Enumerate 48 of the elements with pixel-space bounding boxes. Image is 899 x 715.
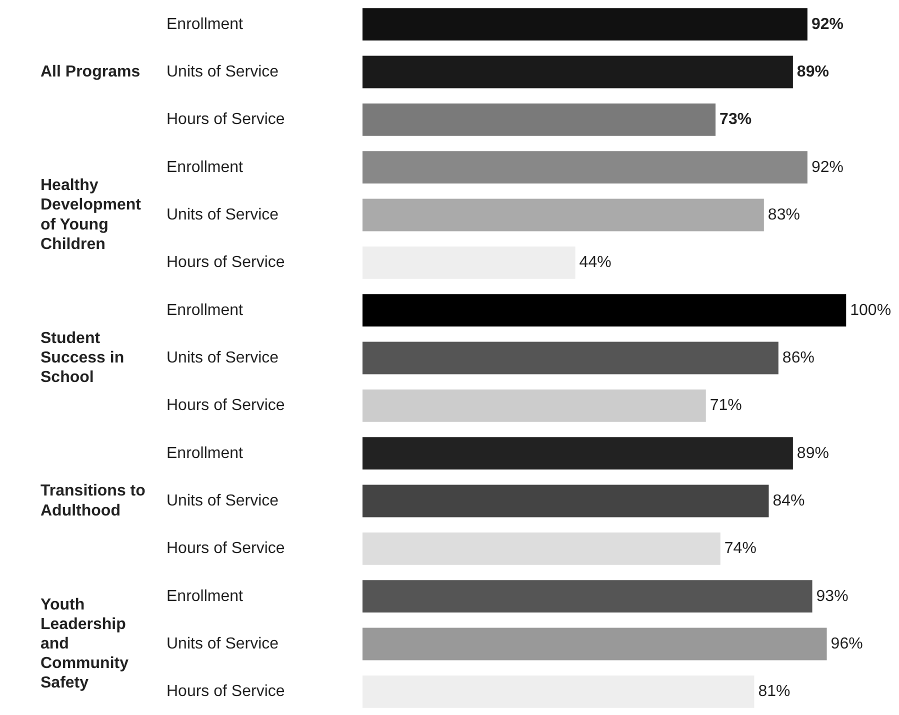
y-tick-label: Enrollment: [166, 158, 244, 176]
data-label: 84%: [772, 492, 805, 510]
data-label: 89%: [796, 64, 829, 80]
y-tick-label: Units of Service: [166, 206, 279, 224]
y-tick-label: Hours of Service: [166, 540, 285, 558]
bar: [362, 580, 812, 613]
data-label: 100%: [850, 302, 892, 319]
data-label: 73%: [720, 111, 752, 128]
bar: [362, 56, 793, 88]
text: Healthy Development of Young Children: [40, 177, 142, 253]
y-tick-label: Hours of Service: [166, 683, 285, 700]
y-tick-label: Units of Service: [166, 350, 279, 366]
text: All Programs: [40, 64, 140, 80]
bar: [362, 103, 716, 136]
bar: [362, 532, 720, 565]
data-label: 71%: [710, 397, 742, 414]
bar: [362, 437, 793, 470]
bar: [362, 342, 778, 374]
y-tick-label: Units of Service: [166, 636, 279, 652]
bar: [362, 8, 808, 41]
bar: [362, 389, 706, 422]
y-tick-label: Hours of Service: [166, 111, 285, 128]
bar: [362, 198, 764, 232]
data-label: 96%: [830, 636, 863, 652]
text: Transitions to Adulthood: [40, 482, 146, 520]
text: Youth Leadership and Community Safety: [40, 596, 129, 692]
bar: [362, 294, 846, 327]
data-label: 81%: [758, 683, 790, 700]
text: Student Success in School: [40, 330, 124, 386]
data-label: 93%: [816, 588, 848, 605]
data-label: 89%: [796, 444, 829, 462]
data-label: 92%: [811, 158, 844, 176]
y-tick-label: Enrollment: [166, 444, 244, 462]
data-label: 74%: [724, 540, 756, 558]
bar: [362, 628, 827, 660]
bar: [362, 484, 769, 518]
y-tick-label: Enrollment: [166, 16, 244, 33]
bar: [362, 151, 808, 184]
y-tick-label: Units of Service: [166, 64, 279, 80]
y-tick-label: Hours of Service: [166, 397, 285, 414]
data-label: 92%: [811, 16, 844, 33]
data-label: 83%: [768, 206, 800, 224]
data-label: 44%: [579, 254, 612, 272]
y-tick-label: Enrollment: [166, 588, 244, 605]
y-tick-label: Enrollment: [166, 302, 244, 319]
data-label: 86%: [782, 350, 814, 366]
y-tick-label: Hours of Service: [166, 254, 285, 272]
y-tick-label: Units of Service: [166, 492, 279, 510]
